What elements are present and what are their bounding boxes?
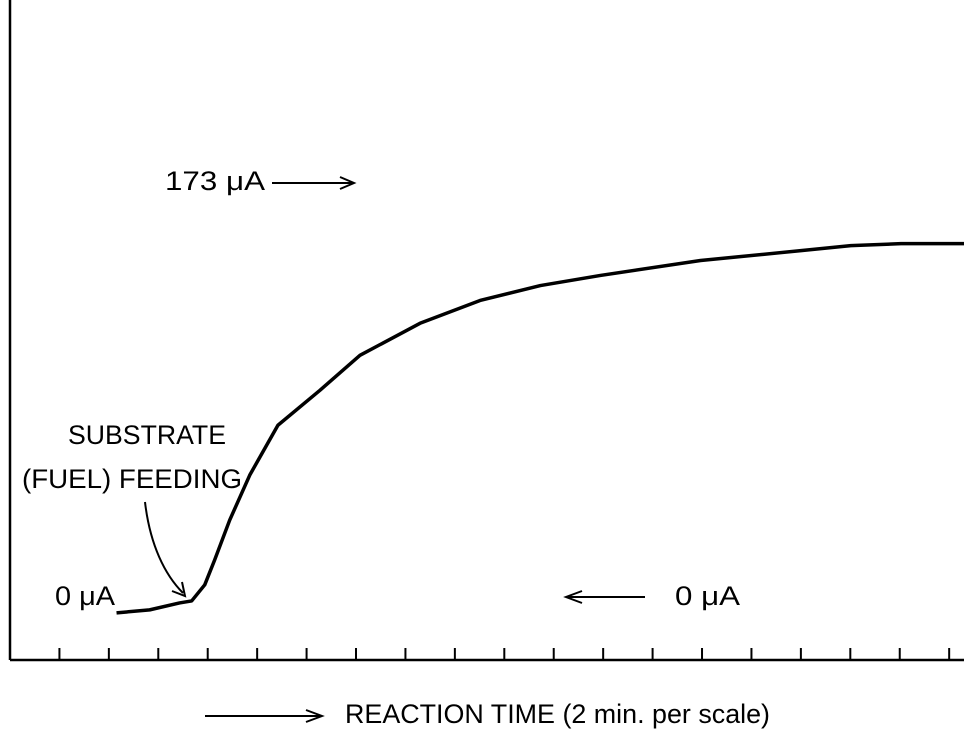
annotation: 0 μA [675, 581, 740, 611]
data-line [116, 241, 964, 615]
annotation: 0 μA [55, 581, 115, 611]
x-axis-label: REACTION TIME (2 min. per scale) [345, 699, 770, 729]
arrows [144, 176, 645, 723]
annotation: (FUEL) FEEDING [22, 464, 242, 494]
annotation: SUBSTRATE [68, 420, 226, 450]
annotation: 173 μA [165, 166, 265, 196]
